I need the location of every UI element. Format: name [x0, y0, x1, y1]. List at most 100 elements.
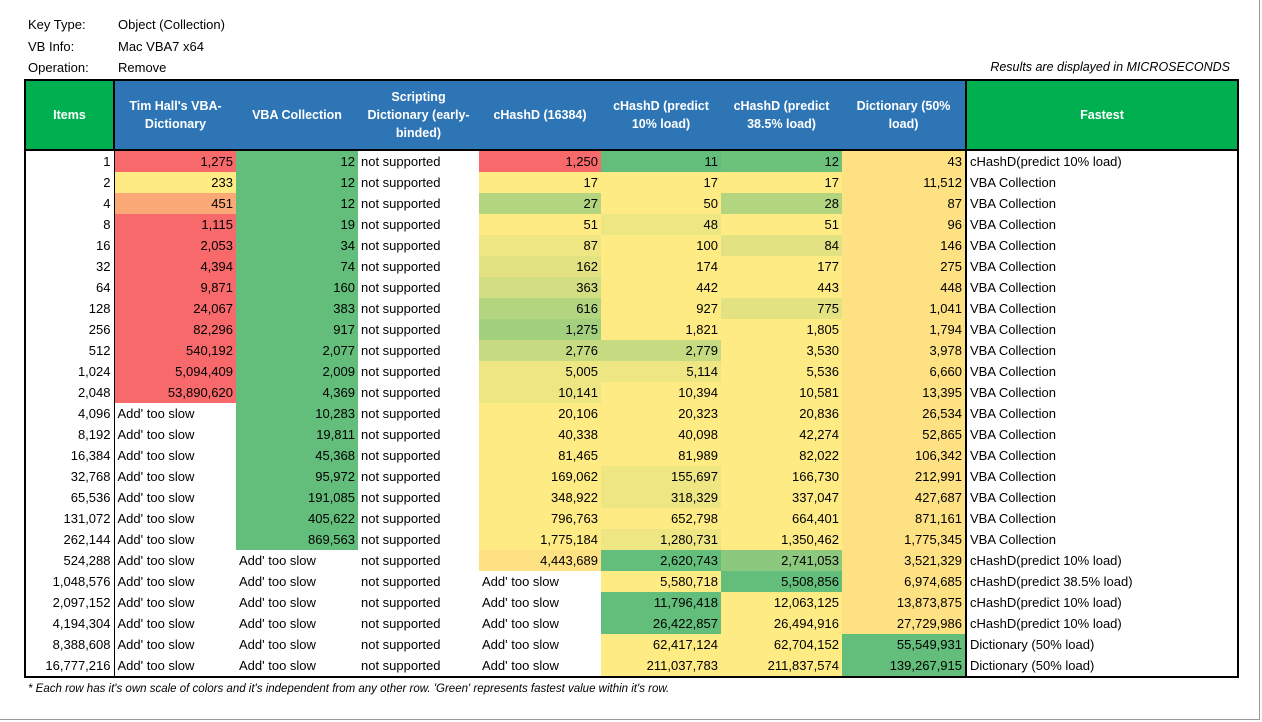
table-row: 32,768 Add' too slow 95,972 not supported 16… — [24, 466, 1239, 487]
cell-vba-collection: 19 — [236, 214, 358, 235]
cell-chashd-16384: 162 — [479, 256, 601, 277]
cell-scripting-dictionary: not supported — [361, 385, 441, 400]
cell-chashd-38: 20,836 — [721, 403, 842, 424]
cell-vba-collection: 12 — [236, 172, 358, 193]
cell-chashd-10: 211,037,783 — [601, 655, 721, 678]
cell-fastest: VBA Collection — [965, 382, 1239, 403]
cell-dictionary-50: 1,041 — [842, 298, 966, 319]
cell-dictionary-50: 13,873,875 — [842, 592, 966, 613]
cell-fastest: VBA Collection — [965, 214, 1239, 235]
cell-fastest: cHashD(predict 10% load) — [965, 613, 1239, 634]
cell-scripting-dictionary: not supported — [361, 259, 441, 274]
cell-dictionary-50: 6,974,685 — [842, 571, 966, 592]
cell-scripting-dictionary: not supported — [361, 469, 441, 484]
cell-fastest: VBA Collection — [965, 529, 1239, 550]
cell-tim-hall: 1,275 — [113, 150, 236, 172]
info-value: Mac VBA7 x64 — [118, 39, 204, 54]
cell-chashd-10: 442 — [601, 277, 721, 298]
table-row: 16,384 Add' too slow 45,368 not supported 81… — [24, 445, 1239, 466]
cell-chashd-10: 1,821 — [601, 319, 721, 340]
cell-dictionary-50: 13,395 — [842, 382, 966, 403]
cell-items: 4,096 — [24, 403, 114, 424]
cell-vba-collection: Add' too slow — [239, 553, 316, 568]
table-container: Items Tim Hall's VBA-Dictionary VBA Coll… — [24, 79, 1239, 696]
cell-fastest: VBA Collection — [965, 256, 1239, 277]
cell-vba-collection: Add' too slow — [239, 616, 316, 631]
cell-dictionary-50: 43 — [842, 150, 966, 172]
cell-chashd-38: 177 — [721, 256, 842, 277]
cell-chashd-16384: 1,775,184 — [479, 529, 601, 550]
cell-items: 256 — [24, 319, 114, 340]
cell-tim-hall: Add' too slow — [113, 613, 236, 634]
table-row: 512 540,192 2,077 not supported 2,776 2,779 3,… — [24, 340, 1239, 361]
table-row: 256 82,296 917 not supported 1,275 1,821 1,805… — [24, 319, 1239, 340]
cell-scripting-dictionary: not supported — [361, 637, 441, 652]
info-label: Operation: — [28, 60, 89, 75]
cell-chashd-10: 1,280,731 — [601, 529, 721, 550]
table-row: 4 451 12 not supported 27 50 28 87 VBA Collectio… — [24, 193, 1239, 214]
cell-vba-collection: 191,085 — [236, 487, 358, 508]
cell-chashd-38: 51 — [721, 214, 842, 235]
cell-chashd-10: 26,422,857 — [601, 613, 721, 634]
cell-dictionary-50: 52,865 — [842, 424, 966, 445]
cell-vba-collection: 74 — [236, 256, 358, 277]
cell-items: 16,384 — [24, 445, 114, 466]
cell-chashd-16384: 40,338 — [479, 424, 601, 445]
cell-scripting-dictionary: not supported — [361, 364, 441, 379]
cell-dictionary-50: 871,161 — [842, 508, 966, 529]
cell-vba-collection: 12 — [236, 193, 358, 214]
cell-chashd-16384: Add' too slow — [482, 616, 559, 631]
header-chashd-16384: cHashD (16384) — [479, 79, 601, 151]
cell-items: 2,097,152 — [24, 592, 114, 613]
cell-chashd-38: 1,805 — [721, 319, 842, 340]
cell-fastest: VBA Collection — [965, 466, 1239, 487]
cell-chashd-10: 10,394 — [601, 382, 721, 403]
cell-items: 2,048 — [24, 382, 114, 403]
cell-dictionary-50: 26,534 — [842, 403, 966, 424]
cell-tim-hall: 4,394 — [113, 256, 236, 277]
cell-chashd-16384: 616 — [479, 298, 601, 319]
cell-tim-hall: 540,192 — [113, 340, 236, 361]
cell-dictionary-50: 275 — [842, 256, 966, 277]
footnote: * Each row has it's own scale of colors … — [28, 683, 670, 695]
table-row: 32 4,394 74 not supported 162 174 177 275 VBA Co… — [24, 256, 1239, 277]
cell-items: 512 — [24, 340, 114, 361]
cell-chashd-16384: Add' too slow — [482, 574, 559, 589]
cell-dictionary-50: 1,794 — [842, 319, 966, 340]
cell-scripting-dictionary: not supported — [361, 322, 441, 337]
cell-vba-collection: Add' too slow — [239, 595, 316, 610]
cell-items: 16,777,216 — [24, 655, 114, 678]
cell-chashd-10: 318,329 — [601, 487, 721, 508]
table-row: 1,048,576 Add' too slow Add' too slow not s… — [24, 571, 1239, 592]
header-row: Items Tim Hall's VBA-Dictionary VBA Coll… — [24, 79, 1239, 151]
cell-chashd-16384: 27 — [479, 193, 601, 214]
header-items: Items — [24, 79, 114, 151]
cell-chashd-38: 42,274 — [721, 424, 842, 445]
cell-scripting-dictionary: not supported — [361, 196, 441, 211]
cell-fastest: cHashD(predict 38.5% load) — [965, 571, 1239, 592]
cell-chashd-10: 11,796,418 — [601, 592, 721, 613]
cell-fastest: cHashD(predict 10% load) — [965, 592, 1239, 613]
cell-chashd-10: 48 — [601, 214, 721, 235]
cell-chashd-16384: 2,776 — [479, 340, 601, 361]
header-fastest: Fastest — [965, 79, 1239, 151]
cell-items: 131,072 — [24, 508, 114, 529]
cell-chashd-38: 166,730 — [721, 466, 842, 487]
table-row: 131,072 Add' too slow 405,622 not supported… — [24, 508, 1239, 529]
cell-chashd-10: 2,620,743 — [601, 550, 721, 571]
cell-items: 65,536 — [24, 487, 114, 508]
cell-scripting-dictionary: not supported — [361, 616, 441, 631]
cell-scripting-dictionary: not supported — [361, 154, 441, 169]
cell-chashd-38: 664,401 — [721, 508, 842, 529]
cell-chashd-38: 62,704,152 — [721, 634, 842, 655]
cell-chashd-38: 1,350,462 — [721, 529, 842, 550]
cell-scripting-dictionary: not supported — [361, 406, 441, 421]
cell-vba-collection: 2,009 — [236, 361, 358, 382]
cell-tim-hall: Add' too slow — [113, 571, 236, 592]
cell-dictionary-50: 27,729,986 — [842, 613, 966, 634]
cell-dictionary-50: 6,660 — [842, 361, 966, 382]
table-row: 16,777,216 Add' too slow Add' too slow not … — [24, 655, 1239, 678]
cell-chashd-16384: 10,141 — [479, 382, 601, 403]
cell-scripting-dictionary: not supported — [361, 532, 441, 547]
cell-chashd-10: 155,697 — [601, 466, 721, 487]
